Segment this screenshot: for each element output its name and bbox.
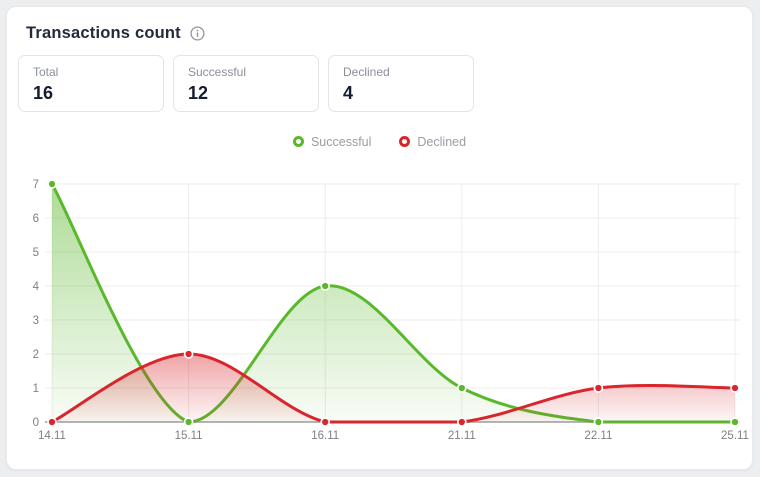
legend-label: Successful (310, 134, 372, 149)
marker-declined-25.11[interactable] (730, 383, 740, 393)
x-axis-label: 16.11 (311, 430, 339, 442)
legend-label: Declined (417, 134, 467, 149)
page-title: Transactions count (26, 24, 181, 42)
x-axis-label: 15.11 (175, 430, 203, 442)
card-header: Transactions count (7, 7, 752, 52)
marker-declined-16.11[interactable] (320, 417, 331, 427)
y-axis-label: 5 (33, 247, 39, 259)
y-axis-label: 4 (33, 281, 40, 293)
y-axis-label: 0 (33, 417, 39, 429)
stat-label: Total (33, 65, 59, 79)
marker-declined-21.11[interactable] (456, 417, 467, 427)
legend-item-successful[interactable]: Successful (292, 134, 372, 149)
legend-marker-icon (399, 136, 411, 147)
stat-card-declined: Declined 4 (328, 55, 474, 112)
marker-successful-22.11[interactable] (593, 417, 604, 427)
y-axis-label: 7 (33, 179, 39, 191)
info-icon[interactable] (190, 26, 205, 41)
transactions-chart: 0 1 2 3 4 5 6 7 14.11 15.11 16.11 21.11 22.11 25.11 (21, 177, 753, 449)
x-axis-label: 14.11 (38, 430, 66, 442)
stats-row: Total 16 Successful 12 Declined 4 (7, 52, 752, 112)
x-axis-label: 22.11 (584, 430, 612, 442)
stat-label: Successful (188, 65, 247, 79)
marker-successful-16.11[interactable] (320, 281, 331, 291)
y-axis-label: 2 (33, 349, 39, 361)
y-axis-label: 6 (33, 213, 39, 225)
stat-value: 12 (188, 83, 209, 103)
series-declined-area (52, 354, 735, 422)
stat-label: Declined (343, 65, 390, 79)
marker-successful-14.11[interactable] (47, 179, 57, 189)
marker-declined-15.11[interactable] (183, 349, 194, 359)
y-axis-label: 3 (33, 315, 39, 327)
series-declined-line (50, 352, 737, 424)
marker-successful-15.11[interactable] (183, 417, 194, 427)
transactions-count-card: Transactions count Total 16 Successful 12 De… (6, 6, 753, 470)
stat-value: 4 (343, 83, 354, 103)
legend-item-declined[interactable]: Declined (399, 135, 466, 149)
stat-card-total: Total 16 (18, 55, 164, 112)
chart-legend: Successful Declined (7, 134, 752, 149)
legend-marker-icon (292, 136, 304, 147)
x-axis-label: 21.11 (448, 430, 476, 442)
y-axis-label: 1 (33, 383, 39, 395)
marker-declined-14.11[interactable] (47, 417, 57, 427)
x-axis-label: 25.11 (721, 430, 749, 442)
stat-card-successful: Successful 12 (173, 55, 319, 112)
stat-value: 16 (33, 83, 54, 103)
marker-successful-25.11[interactable] (730, 417, 740, 427)
marker-declined-22.11[interactable] (593, 383, 604, 393)
marker-successful-21.11[interactable] (456, 383, 467, 393)
